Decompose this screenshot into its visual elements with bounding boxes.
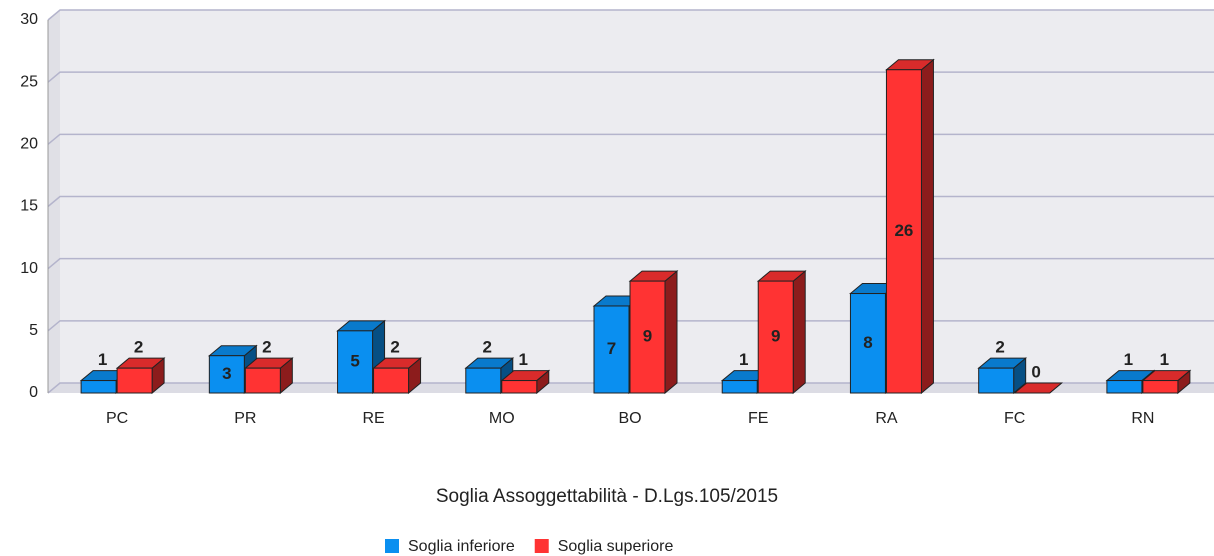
bar <box>1142 380 1179 394</box>
bar <box>80 380 117 394</box>
value-label: 3 <box>222 364 231 383</box>
bar <box>208 355 245 394</box>
grid-line <box>47 382 1214 394</box>
value-label: 1 <box>739 350 748 369</box>
grid-line <box>47 195 1214 208</box>
bar <box>978 367 1015 394</box>
value-label: 2 <box>262 338 271 357</box>
legend-label: Soglia inferiore <box>408 538 515 555</box>
x-tick-label: MO <box>489 410 515 427</box>
y-tick-label: 0 <box>29 384 38 401</box>
x-tick-label: FC <box>1004 410 1025 427</box>
value-label: 2 <box>483 338 492 357</box>
grid-line <box>47 133 1214 145</box>
y-tick-label: 5 <box>29 322 38 339</box>
chart-title: Soglia Assoggettabilità - D.Lgs.105/2015 <box>436 486 778 507</box>
x-tick-label: RA <box>875 410 898 427</box>
value-label: 2 <box>134 338 143 357</box>
x-tick-label: RN <box>1131 410 1154 427</box>
bar <box>757 280 794 394</box>
bar <box>501 380 538 394</box>
x-tick-label: PC <box>106 410 128 427</box>
bar <box>1106 380 1143 394</box>
grid-line <box>47 320 1214 332</box>
grid-line <box>47 257 1214 270</box>
value-label: 1 <box>519 350 528 369</box>
x-tick-label: PR <box>234 410 256 427</box>
bar <box>629 280 666 394</box>
value-label: 1 <box>98 350 107 369</box>
bar <box>721 380 758 394</box>
grid-line <box>47 9 1214 21</box>
bar-side <box>920 58 934 395</box>
value-label: 9 <box>771 327 780 346</box>
grid-line <box>47 71 1214 83</box>
value-label: 1 <box>1124 350 1133 369</box>
value-label: 5 <box>350 351 359 370</box>
bar-side <box>664 270 678 395</box>
y-tick-label: 10 <box>20 260 38 277</box>
bar <box>849 293 886 394</box>
x-tick-label: FE <box>748 410 768 427</box>
legend-label: Soglia superiore <box>558 538 674 555</box>
x-tick-label: RE <box>362 410 384 427</box>
y-tick-label: 30 <box>20 11 38 28</box>
bar-side <box>792 270 806 395</box>
legend-swatch <box>534 539 549 553</box>
value-label: 2 <box>390 338 399 357</box>
bar <box>373 367 410 394</box>
bar <box>116 367 153 394</box>
legend-swatch <box>385 539 399 553</box>
bar-top <box>1013 382 1064 394</box>
bar <box>885 69 922 394</box>
value-label: 1 <box>1160 350 1169 369</box>
value-label: 26 <box>894 221 913 240</box>
bar <box>244 367 281 394</box>
value-label: 8 <box>863 333 872 352</box>
value-label: 0 <box>1031 362 1040 381</box>
x-tick-label: BO <box>618 410 641 427</box>
value-label: 7 <box>607 339 616 358</box>
value-label: 9 <box>643 327 652 346</box>
y-tick-label: 15 <box>20 198 38 215</box>
y-tick-label: 25 <box>20 73 38 90</box>
y-tick-label: 20 <box>20 136 38 153</box>
bar <box>337 330 374 394</box>
value-label: 2 <box>995 338 1004 357</box>
bar <box>465 367 502 394</box>
bar <box>593 305 630 394</box>
